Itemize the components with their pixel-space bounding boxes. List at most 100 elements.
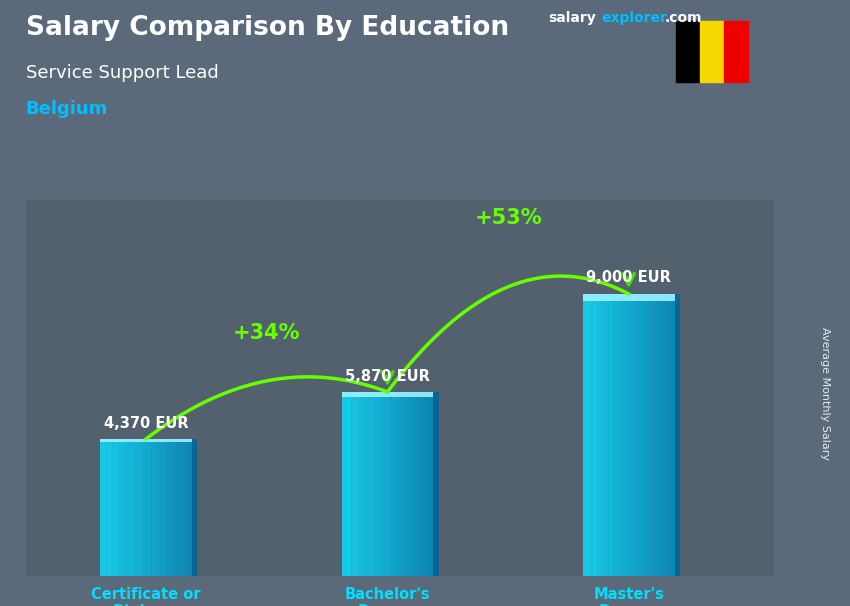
Bar [670, 294, 672, 576]
Bar [365, 392, 367, 576]
Text: 5,870 EUR: 5,870 EUR [345, 369, 430, 384]
Bar [394, 392, 397, 576]
Text: +34%: +34% [233, 323, 301, 343]
Bar [668, 294, 671, 576]
Bar [134, 439, 137, 576]
Bar [636, 294, 638, 576]
Bar [617, 294, 620, 576]
Bar [376, 392, 378, 576]
Bar [676, 21, 700, 82]
Bar [385, 392, 388, 576]
Bar [130, 439, 133, 576]
Bar [157, 439, 160, 576]
Bar [420, 392, 422, 576]
Bar [649, 294, 652, 576]
Bar [583, 294, 586, 576]
Bar [342, 392, 434, 396]
Bar [111, 439, 114, 576]
Bar [128, 439, 130, 576]
Text: Average Monthly Salary: Average Monthly Salary [820, 327, 830, 461]
Bar [633, 294, 636, 576]
Bar [344, 392, 347, 576]
Bar [119, 439, 122, 576]
Bar [624, 294, 626, 576]
Bar [103, 439, 105, 576]
Bar [422, 392, 424, 576]
Bar [388, 392, 390, 576]
Bar [150, 439, 153, 576]
Bar [592, 294, 595, 576]
Text: .com: .com [665, 11, 702, 25]
Text: Service Support Lead: Service Support Lead [26, 64, 218, 82]
Bar [585, 294, 587, 576]
Text: explorer: explorer [601, 11, 666, 25]
Bar [656, 294, 659, 576]
Bar [638, 294, 640, 576]
Bar [149, 439, 151, 576]
Bar [382, 392, 385, 576]
Bar [428, 392, 431, 576]
Bar [629, 294, 632, 576]
Bar [123, 439, 126, 576]
Bar [392, 392, 394, 576]
Bar [381, 392, 383, 576]
Bar [105, 439, 107, 576]
Bar [162, 439, 165, 576]
Bar [167, 439, 169, 576]
Bar [348, 392, 351, 576]
Bar [346, 392, 348, 576]
Bar [411, 392, 413, 576]
Bar [597, 294, 599, 576]
Bar [408, 392, 411, 576]
Text: 4,370 EUR: 4,370 EUR [104, 416, 189, 431]
Bar [724, 21, 748, 82]
Bar [156, 439, 158, 576]
Bar [590, 294, 592, 576]
Bar [405, 392, 408, 576]
Bar [599, 294, 602, 576]
Bar [606, 294, 609, 576]
Bar [587, 294, 590, 576]
Bar [401, 392, 404, 576]
Bar [613, 294, 615, 576]
Bar [672, 294, 675, 576]
Bar [427, 392, 429, 576]
Bar [358, 392, 360, 576]
Bar [608, 294, 610, 576]
Bar [360, 392, 362, 576]
Bar [144, 439, 146, 576]
Bar [180, 439, 183, 576]
Bar [351, 392, 354, 576]
Bar [192, 439, 197, 576]
Bar [173, 439, 176, 576]
Bar [100, 439, 192, 442]
Bar [652, 294, 654, 576]
Bar [342, 392, 344, 576]
Bar [610, 294, 613, 576]
Bar [374, 392, 377, 576]
Bar [666, 294, 668, 576]
Bar [645, 294, 648, 576]
Bar [640, 294, 643, 576]
Text: Belgium: Belgium [26, 100, 108, 118]
Text: salary: salary [548, 11, 596, 25]
Bar [121, 439, 123, 576]
Bar [675, 294, 680, 576]
Bar [663, 294, 666, 576]
Bar [647, 294, 649, 576]
Bar [369, 392, 371, 576]
Bar [146, 439, 149, 576]
Bar [424, 392, 427, 576]
Bar [700, 21, 724, 82]
Bar [185, 439, 188, 576]
Bar [660, 294, 663, 576]
Bar [362, 392, 365, 576]
Bar [399, 392, 401, 576]
Text: Salary Comparison By Education: Salary Comparison By Education [26, 15, 508, 41]
Bar [172, 439, 174, 576]
Bar [107, 439, 110, 576]
Bar [126, 439, 128, 576]
Bar [378, 392, 381, 576]
Bar [654, 294, 656, 576]
Bar [353, 392, 355, 576]
